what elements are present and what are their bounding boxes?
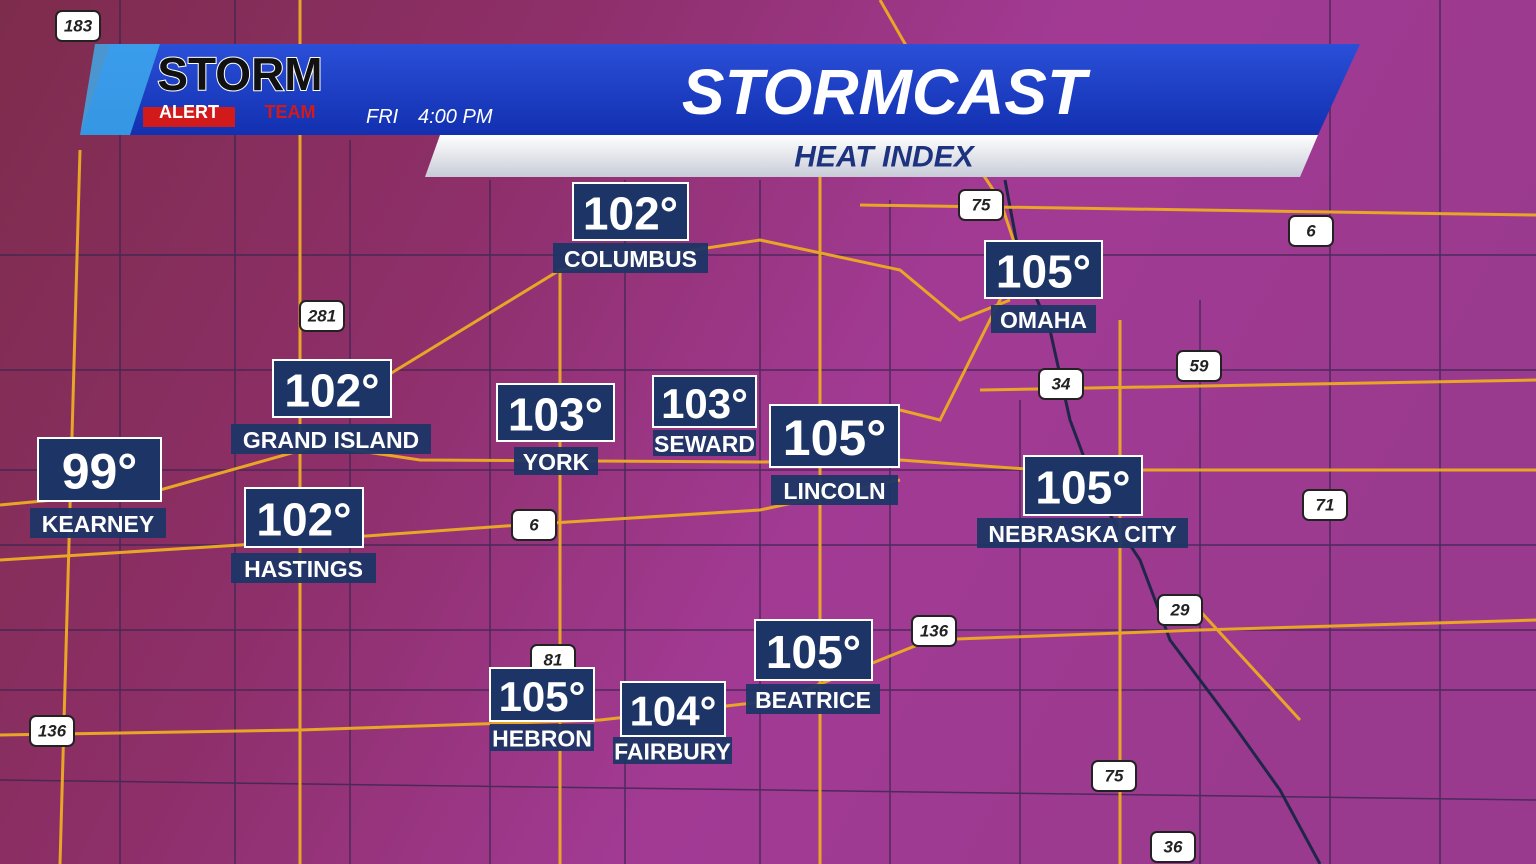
label-box: [977, 518, 1188, 548]
logo-alert-box: [143, 107, 235, 127]
logo-storm: STORM: [157, 48, 322, 100]
city-name: YORK: [523, 449, 590, 475]
road-shield: [1038, 368, 1084, 400]
day: FRI: [366, 106, 399, 128]
city-name: SEWARD: [654, 431, 755, 457]
temp-box: [496, 383, 615, 442]
city-name: FAIRBURY: [614, 739, 731, 765]
temp-box: [1023, 455, 1143, 516]
temp-box: [244, 487, 364, 548]
road-shield-number: 81: [544, 651, 563, 670]
road-shield-number: 281: [307, 307, 336, 326]
temperature: 104°: [630, 688, 717, 735]
city-layer: COLUMBUS 102° OMAHA 105° GRAND ISLAND 102° YOR…: [30, 182, 1188, 765]
road-shield-number: 75: [972, 196, 991, 215]
label-box: [613, 737, 732, 764]
road-shield-number: 183: [64, 17, 93, 36]
label-box: [231, 424, 431, 454]
temperature: 105°: [766, 626, 861, 678]
temperature: 105°: [1035, 462, 1130, 514]
road-shield: [958, 189, 1004, 221]
road-shield: [1176, 350, 1222, 382]
temp-box: [489, 667, 595, 722]
title: STORMCAST: [682, 56, 1091, 128]
header-band: [80, 44, 1360, 135]
road-shield: [29, 715, 75, 747]
label-box: [553, 243, 708, 273]
road-shield: [1150, 831, 1196, 863]
temp-box: [754, 619, 873, 681]
city-name: HEBRON: [492, 726, 592, 752]
road-shield-number: 136: [38, 722, 67, 741]
header-accent: [80, 44, 160, 135]
city-name: KEARNEY: [42, 511, 154, 537]
road-shield-number: 36: [1164, 838, 1183, 857]
city-name: HASTINGS: [244, 556, 363, 582]
road-shield: [1157, 594, 1203, 626]
road-shield: [1302, 489, 1348, 521]
label-box: [746, 684, 880, 714]
label-box: [231, 553, 376, 583]
city-name: GRAND ISLAND: [243, 427, 419, 453]
temperature: 105°: [783, 410, 886, 466]
temp-box: [37, 437, 162, 502]
subtitle-band: [425, 135, 1318, 177]
road-shield-number: 29: [1170, 601, 1190, 620]
road-shield-number: 34: [1052, 375, 1071, 394]
city-name: BEATRICE: [755, 687, 871, 713]
road-shield: [511, 509, 557, 541]
city-name: NEBRASKA CITY: [988, 521, 1176, 547]
road-shield-number: 75: [1105, 767, 1124, 786]
road-shield: [1091, 760, 1137, 792]
temperature: 102°: [256, 494, 351, 546]
temp-box: [272, 359, 392, 418]
label-box: [490, 724, 594, 751]
time: 4:00 PM: [418, 106, 493, 128]
road-shield-number: 136: [920, 622, 949, 641]
temperature: 103°: [661, 380, 748, 427]
city-name: COLUMBUS: [564, 246, 697, 272]
temperature: 102°: [583, 188, 678, 240]
road-shield-number: 59: [1190, 357, 1209, 376]
label-box: [514, 447, 598, 475]
road-shield-number: 6: [529, 516, 539, 535]
shield-layer: 183 281 75 6 34 59 71 29 136 81 136 6 75 36: [29, 10, 1348, 863]
logo-team: TEAM: [265, 102, 316, 122]
temperature: 105°: [996, 246, 1091, 298]
label-box: [30, 508, 166, 538]
temperature: 105°: [499, 673, 586, 720]
temp-box: [769, 404, 900, 468]
subtitle: HEAT INDEX: [794, 141, 975, 174]
temp-box: [984, 240, 1103, 299]
temperature: 103°: [508, 389, 603, 441]
city-name: OMAHA: [1000, 307, 1087, 333]
temperature: 99°: [62, 444, 138, 500]
temp-box: [652, 375, 757, 428]
road-shield: [1288, 215, 1334, 247]
city-name: LINCOLN: [783, 478, 885, 504]
road-shield: [299, 300, 345, 332]
road-shield-number: 6: [1306, 222, 1316, 241]
road-shield: [911, 615, 957, 647]
label-box: [991, 305, 1096, 333]
label-box: [771, 475, 898, 505]
temperature: 102°: [284, 365, 379, 417]
logo-alert: ALERT: [159, 102, 219, 122]
label-box: [653, 430, 756, 456]
road-shield: [55, 10, 101, 42]
road-shield-number: 71: [1316, 496, 1335, 515]
temp-box: [620, 681, 726, 737]
temp-box: [572, 182, 689, 241]
